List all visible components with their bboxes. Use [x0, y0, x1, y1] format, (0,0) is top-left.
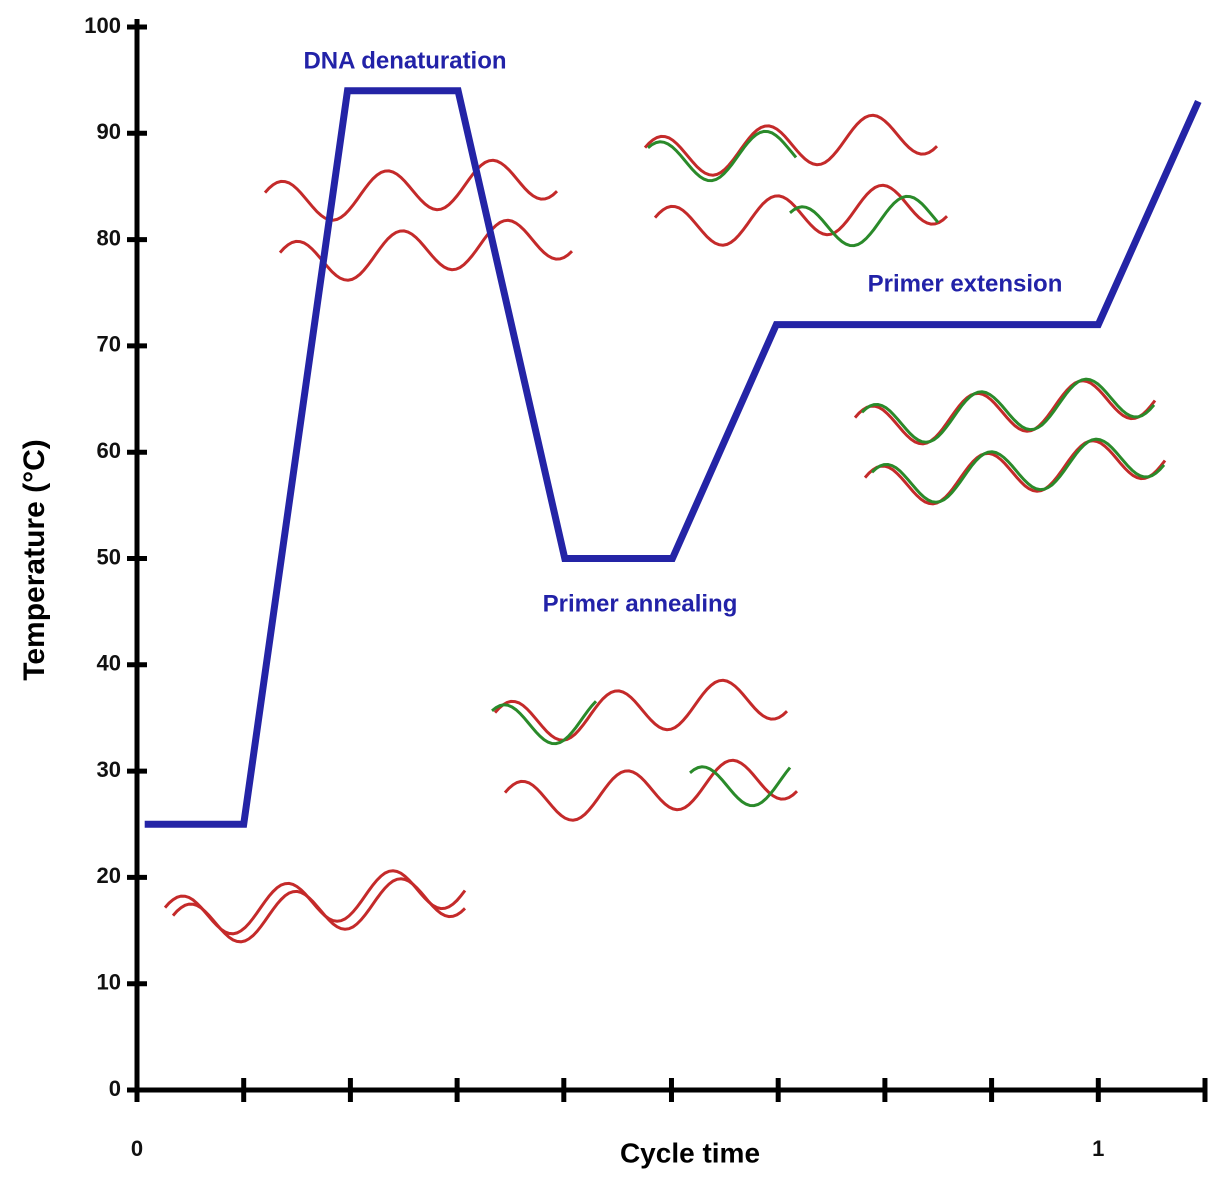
dna-strand	[853, 379, 1157, 446]
x-axis-label: Cycle time	[620, 1137, 760, 1168]
y-tick-label: 100	[84, 13, 121, 38]
dna-strand	[643, 113, 939, 177]
dna-strand	[503, 758, 799, 822]
dna-strand	[263, 158, 559, 222]
y-tick-label: 60	[97, 438, 121, 463]
x-tick-label: 1	[1092, 1136, 1104, 1161]
dna-strand	[870, 437, 1166, 504]
dna-strand	[493, 678, 789, 742]
annotation: DNA denaturation	[303, 47, 506, 74]
y-tick-label: 90	[97, 119, 121, 144]
annotation: Primer annealing	[543, 590, 738, 617]
y-axis-label: Temperature (°C)	[18, 439, 51, 680]
y-tick-label: 80	[97, 225, 121, 250]
annotation: Primer extension	[868, 270, 1063, 297]
y-tick-label: 40	[97, 651, 121, 676]
dna-strand	[171, 877, 467, 944]
y-tick-label: 0	[109, 1076, 121, 1101]
y-tick-label: 50	[97, 544, 121, 569]
dna-strand	[278, 218, 574, 282]
dna-strand	[789, 194, 940, 248]
y-tick-label: 70	[97, 332, 121, 357]
y-tick-label: 20	[97, 863, 121, 888]
temperature-line	[144, 87, 1202, 828]
dna-strand	[491, 700, 598, 746]
x-tick-label: 0	[131, 1136, 143, 1161]
dna-strand	[863, 439, 1167, 506]
dna-strand	[860, 377, 1156, 444]
y-tick-label: 10	[97, 970, 121, 995]
dna-strand	[653, 183, 949, 247]
dna-strand	[647, 129, 798, 183]
y-tick-label: 30	[97, 757, 121, 782]
dna-strand	[689, 765, 792, 808]
